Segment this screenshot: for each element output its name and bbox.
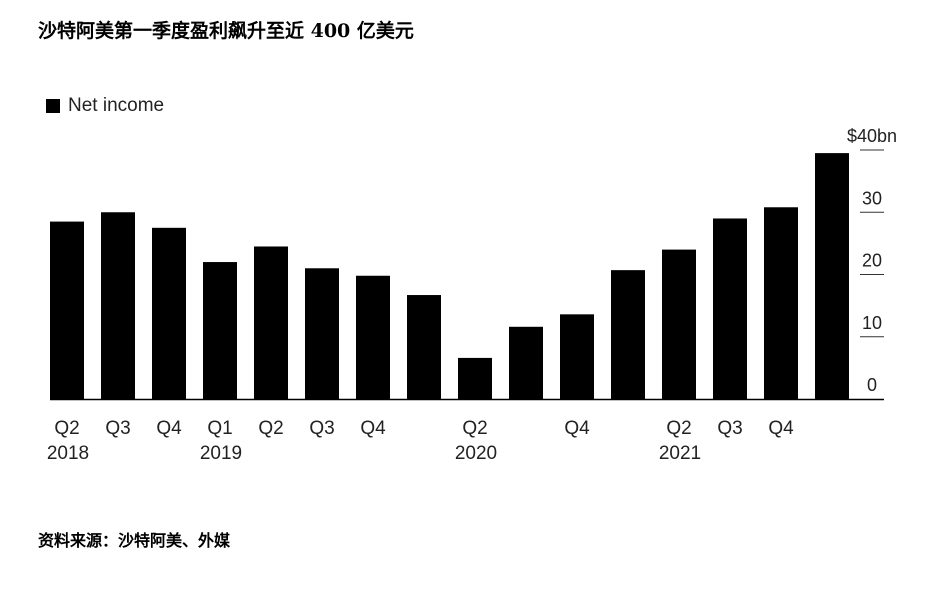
x-tick-label: Q2 (54, 418, 79, 439)
bar (509, 326, 543, 399)
legend-swatch (46, 99, 60, 113)
bar (407, 295, 441, 399)
bar (356, 275, 390, 399)
x-tick-label: Q2 (666, 418, 691, 439)
x-tick-label: Q2 (462, 418, 487, 439)
legend-label: Net income (68, 95, 165, 116)
legend: Net income (46, 95, 164, 117)
x-tick-label: Q4 (360, 418, 386, 439)
x-year-label: 2019 (200, 443, 242, 464)
source-note: 资料来源：沙特阿美、外媒 (38, 531, 231, 550)
bar (305, 268, 339, 399)
bar (50, 221, 84, 399)
y-tick-label: 10 (862, 313, 882, 333)
x-tick-label: Q4 (156, 418, 182, 439)
x-tick-label: Q3 (105, 418, 130, 439)
x-tick-label: Q3 (309, 418, 334, 439)
x-tick-label: Q4 (564, 418, 590, 439)
bar (254, 246, 288, 399)
bar (101, 212, 135, 399)
y-tick-label: 30 (862, 188, 882, 208)
bar (152, 227, 186, 399)
x-tick-label: Q1 (207, 418, 232, 439)
y-tick-label: 0 (867, 375, 877, 395)
chart-title: 沙特阿美第一季度盈利飙升至近 400 亿美元 (38, 20, 414, 42)
x-year-label: 2018 (47, 443, 89, 464)
bar (203, 262, 237, 399)
x-tick-label: Q2 (258, 418, 283, 439)
bar (458, 357, 492, 399)
x-year-label: 2021 (659, 443, 701, 464)
bar (662, 249, 696, 399)
bar (611, 270, 645, 399)
x-tick-label: Q4 (768, 418, 794, 439)
x-year-label: 2020 (455, 443, 497, 464)
bar (815, 153, 849, 399)
bar (560, 314, 594, 399)
y-tick-label: $40bn (847, 126, 897, 146)
y-tick-label: 20 (862, 251, 882, 271)
bar (764, 207, 798, 399)
bar (713, 218, 747, 399)
x-tick-label: Q3 (717, 418, 742, 439)
